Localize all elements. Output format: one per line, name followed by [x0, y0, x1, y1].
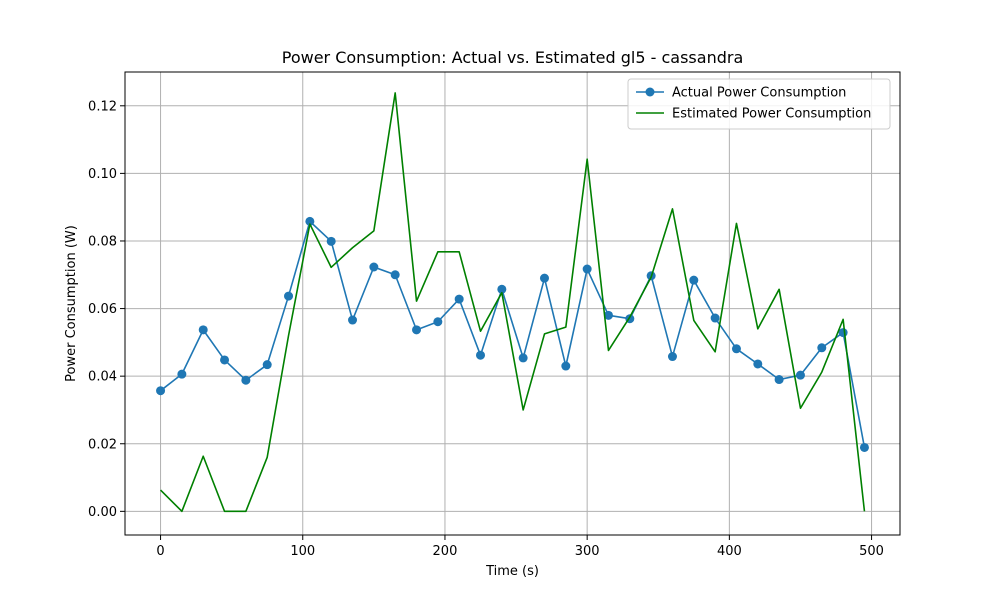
y-axis-label: Power Consumption (W): [64, 225, 79, 382]
actual-power-consumption-point: [390, 270, 400, 280]
actual-power-consumption-point: [710, 313, 720, 323]
legend: Actual Power Consumption Estimated Power …: [627, 78, 891, 130]
y-axis: 0.00 0.02 0.04 0.06 0.08 0.10 0.12: [88, 99, 125, 520]
actual-power-consumption-point: [838, 328, 848, 338]
y-tick-label: 0.00: [88, 505, 117, 520]
y-tick-label: 0.06: [88, 302, 117, 317]
x-tick-label: 100: [290, 544, 315, 559]
actual-power-consumption-point: [369, 262, 379, 272]
actual-power-consumption-legend-marker: [645, 87, 655, 97]
chart-title: Power Consumption: Actual vs. Estimated …: [282, 48, 744, 67]
actual-power-consumption-point: [348, 315, 358, 325]
x-axis: 0 100 200 300 400 500: [156, 535, 884, 559]
y-tick-label: 0.12: [88, 99, 117, 114]
plot-area: [156, 92, 869, 513]
x-tick-label: 0: [156, 544, 164, 559]
actual-power-consumption-point: [689, 275, 699, 285]
legend-box: [627, 78, 891, 130]
actual-power-consumption-point: [284, 291, 294, 301]
estimated-power-consumption-line: [159, 92, 866, 513]
y-tick-label: 0.08: [88, 234, 117, 249]
actual-power-consumption-point: [156, 386, 166, 396]
actual-power-consumption-point: [305, 216, 315, 226]
x-tick-label: 300: [575, 544, 600, 559]
actual-power-consumption-point: [326, 236, 336, 246]
actual-power-consumption-point: [241, 375, 251, 385]
actual-power-consumption-point: [518, 353, 528, 363]
y-tick-label: 0.02: [88, 437, 117, 452]
actual-power-consumption-point: [667, 352, 677, 362]
actual-power-consumption-point: [262, 360, 272, 370]
actual-power-consumption-point: [497, 284, 507, 294]
actual-power-consumption-point: [774, 375, 784, 385]
x-tick-label: 500: [859, 544, 884, 559]
actual-power-consumption-point: [582, 264, 592, 274]
estimated-power-consumption-legend-label: Estimated Power Consumption: [672, 107, 871, 122]
actual-power-consumption-point: [731, 344, 741, 354]
actual-power-consumption-point: [433, 317, 443, 327]
actual-power-consumption-point: [198, 325, 208, 335]
actual-power-consumption-point: [177, 369, 187, 379]
grid: [125, 72, 900, 535]
actual-power-consumption-point: [476, 350, 486, 360]
y-tick-label: 0.10: [88, 167, 117, 182]
actual-power-consumption-line: [160, 220, 866, 448]
actual-power-consumption-point: [817, 343, 827, 353]
plot-frame: [124, 71, 901, 536]
actual-power-consumption-point: [539, 273, 549, 283]
x-tick-label: 400: [717, 544, 742, 559]
actual-power-consumption-point: [795, 370, 805, 380]
x-tick-label: 200: [433, 544, 458, 559]
actual-power-consumption-point: [603, 310, 613, 320]
actual-power-consumption-legend-label: Actual Power Consumption: [672, 86, 846, 101]
x-axis-label: Time (s): [485, 564, 539, 579]
y-tick-label: 0.04: [88, 370, 117, 385]
actual-power-consumption-point: [220, 355, 230, 365]
actual-power-consumption-point: [454, 294, 464, 304]
actual-power-consumption-point: [753, 359, 763, 369]
actual-power-consumption-point: [412, 325, 422, 335]
actual-power-consumption-point: [859, 442, 869, 452]
actual-power-consumption-point: [561, 361, 571, 371]
